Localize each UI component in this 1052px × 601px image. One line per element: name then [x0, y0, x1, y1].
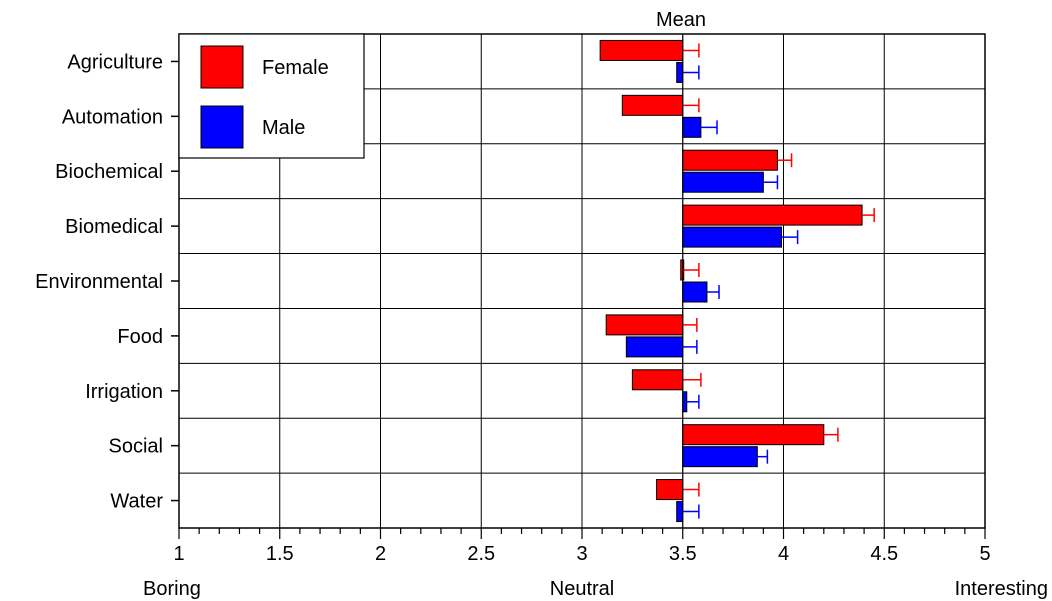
legend-swatch-male: [200, 105, 244, 149]
category-label: Irrigation: [85, 381, 163, 403]
bar-male: [676, 501, 684, 523]
bar-female: [621, 94, 684, 116]
x-axis: 1 1.5 2 2.5 3 3.5 4 4.5 5 Boring Neutral Interestin…: [143, 528, 1048, 600]
x-tick-label: 3: [576, 543, 587, 565]
x-tick-label: 4.5: [870, 543, 898, 565]
bar-female: [599, 39, 684, 61]
x-tick-label: 3.5: [669, 543, 697, 565]
x-tick-label: 5: [979, 543, 990, 565]
bar-female: [656, 479, 684, 501]
bar-female: [631, 369, 684, 391]
category-label: Water: [110, 491, 163, 513]
category-label: Environmental: [35, 271, 163, 293]
x-tick-label: 2.5: [467, 543, 495, 565]
bar-male: [682, 391, 688, 413]
bar-male: [682, 171, 764, 193]
x-tick-label: 2: [375, 543, 386, 565]
legend-label-female: Female: [262, 57, 329, 79]
category-label: Social: [109, 436, 163, 458]
bar-female: [682, 149, 778, 171]
bar-male: [682, 116, 702, 138]
bar-male: [625, 336, 684, 358]
category-label: Food: [117, 326, 163, 348]
bar-female: [605, 314, 684, 336]
scale-label: Interesting: [955, 578, 1048, 600]
chart-title: Mean: [656, 9, 706, 31]
legend-swatch-female: [200, 45, 244, 89]
bar-male: [682, 226, 782, 248]
category-label: Biochemical: [55, 161, 163, 183]
bar-female: [682, 424, 825, 446]
scale-label: Boring: [143, 578, 201, 600]
legend: Female Male: [178, 33, 365, 159]
bar-male: [676, 61, 684, 83]
legend-label-male: Male: [262, 117, 305, 139]
x-tick-label: 1.5: [266, 543, 294, 565]
category-label: Automation: [62, 106, 163, 128]
bar-male: [682, 446, 758, 468]
bar-male: [682, 281, 708, 303]
bars: [599, 34, 875, 528]
category-labels: Agriculture Automation Biochemical Biomedic…: [35, 51, 179, 513]
x-tick-label: 4: [778, 543, 789, 565]
x-tick-label: 1: [173, 543, 184, 565]
scale-label: Neutral: [550, 578, 614, 600]
category-label: Agriculture: [67, 51, 163, 73]
bar-female: [682, 204, 863, 226]
category-label: Biomedical: [65, 216, 163, 238]
